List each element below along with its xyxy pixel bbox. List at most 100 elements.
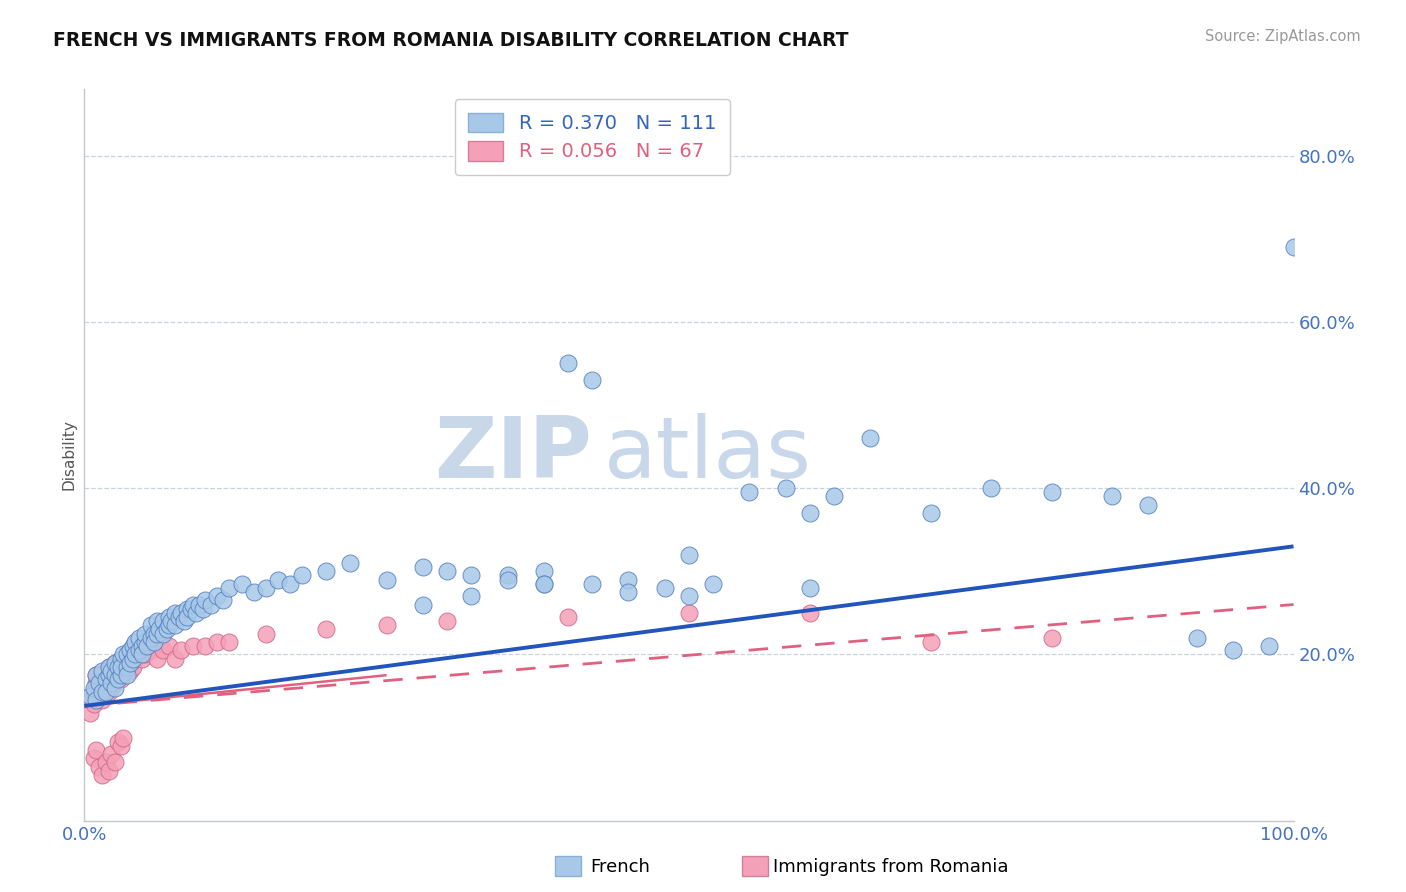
Point bbox=[678, 548, 700, 562]
Point bbox=[254, 581, 277, 595]
Point bbox=[920, 635, 942, 649]
Point bbox=[112, 648, 135, 662]
Point bbox=[157, 610, 180, 624]
Point bbox=[107, 668, 129, 682]
Point bbox=[533, 576, 555, 591]
Point bbox=[170, 606, 193, 620]
Point bbox=[83, 681, 105, 695]
Point bbox=[152, 643, 174, 657]
Point bbox=[165, 606, 187, 620]
Point bbox=[152, 614, 174, 628]
Point bbox=[120, 656, 142, 670]
Point bbox=[139, 618, 162, 632]
Point bbox=[152, 626, 174, 640]
Point bbox=[188, 598, 211, 612]
Point bbox=[100, 664, 122, 678]
Point bbox=[86, 676, 108, 690]
Point bbox=[1185, 631, 1208, 645]
Point bbox=[143, 626, 166, 640]
Point bbox=[134, 648, 156, 662]
Point bbox=[412, 560, 434, 574]
Point bbox=[97, 764, 120, 778]
Point bbox=[143, 635, 166, 649]
Text: ZIP: ZIP bbox=[434, 413, 592, 497]
Point bbox=[100, 747, 122, 761]
Point bbox=[557, 610, 579, 624]
Point bbox=[94, 673, 117, 687]
Point bbox=[100, 681, 122, 695]
Point bbox=[91, 681, 114, 695]
Point bbox=[194, 593, 217, 607]
Y-axis label: Disability: Disability bbox=[60, 419, 76, 491]
Point bbox=[218, 581, 240, 595]
Point bbox=[115, 664, 138, 678]
Point bbox=[702, 576, 724, 591]
Point bbox=[107, 673, 129, 687]
Point bbox=[94, 756, 117, 770]
Point bbox=[212, 593, 235, 607]
Point bbox=[120, 643, 142, 657]
Point bbox=[131, 648, 153, 662]
Point bbox=[112, 731, 135, 745]
Point bbox=[1222, 643, 1244, 657]
Point bbox=[200, 598, 222, 612]
Point bbox=[799, 581, 821, 595]
Point bbox=[146, 626, 169, 640]
Point bbox=[97, 673, 120, 687]
Point bbox=[1040, 485, 1063, 500]
Point bbox=[97, 668, 120, 682]
Point bbox=[194, 639, 217, 653]
Point bbox=[115, 668, 138, 682]
Point bbox=[83, 751, 105, 765]
Point bbox=[107, 660, 129, 674]
Point bbox=[339, 556, 361, 570]
Point bbox=[980, 481, 1002, 495]
Point bbox=[97, 660, 120, 674]
Point bbox=[1282, 240, 1305, 254]
Point bbox=[207, 589, 229, 603]
Point bbox=[180, 601, 202, 615]
Point bbox=[375, 618, 398, 632]
Point bbox=[184, 606, 207, 620]
Point bbox=[148, 623, 170, 637]
Point bbox=[91, 693, 114, 707]
Point bbox=[218, 635, 240, 649]
Point bbox=[139, 631, 162, 645]
Point bbox=[128, 643, 150, 657]
Point bbox=[83, 698, 105, 712]
Point bbox=[94, 664, 117, 678]
Point bbox=[107, 660, 129, 674]
Point bbox=[678, 606, 700, 620]
Point bbox=[115, 651, 138, 665]
Point bbox=[617, 585, 640, 599]
Point bbox=[87, 673, 110, 687]
Point bbox=[79, 693, 101, 707]
Point bbox=[104, 756, 127, 770]
Point bbox=[254, 626, 277, 640]
Point bbox=[86, 743, 108, 757]
Point bbox=[738, 485, 761, 500]
Point bbox=[91, 685, 114, 699]
Point bbox=[104, 664, 127, 678]
Point bbox=[104, 676, 127, 690]
Point bbox=[533, 564, 555, 578]
Point bbox=[181, 639, 204, 653]
Point bbox=[291, 568, 314, 582]
Point bbox=[799, 606, 821, 620]
Point bbox=[94, 676, 117, 690]
Point bbox=[110, 668, 132, 682]
Point bbox=[267, 573, 290, 587]
Point bbox=[87, 759, 110, 773]
Point bbox=[436, 564, 458, 578]
Legend: R = 0.370   N = 111, R = 0.056   N = 67: R = 0.370 N = 111, R = 0.056 N = 67 bbox=[454, 99, 730, 175]
Point bbox=[823, 490, 845, 504]
Point bbox=[176, 610, 198, 624]
Point bbox=[131, 651, 153, 665]
Point bbox=[128, 648, 150, 662]
Point bbox=[124, 635, 146, 649]
Point bbox=[110, 739, 132, 753]
Point bbox=[173, 614, 195, 628]
Point bbox=[86, 693, 108, 707]
Point bbox=[157, 618, 180, 632]
Point bbox=[920, 506, 942, 520]
